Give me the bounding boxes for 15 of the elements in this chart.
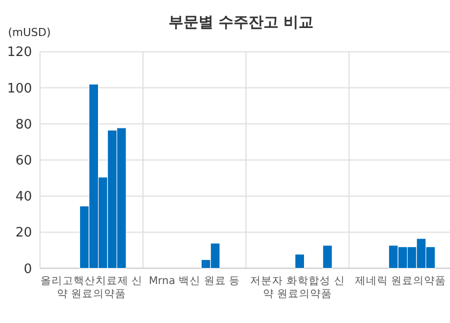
bar: [322, 245, 332, 269]
x-tick-label: Mrna 백신 원료 등: [148, 275, 242, 288]
y-tick-label: 60: [15, 154, 32, 168]
x-tick-label: 제네릭 원료의약품: [354, 275, 448, 288]
y-tick-label: 20: [15, 226, 32, 241]
x-tick-label: 저분자 화학합성 신약 원료의약품: [249, 275, 346, 302]
y-axis-title: (mUSD): [8, 26, 51, 39]
y-tick-label: 120: [7, 45, 32, 60]
y-tick-label: 80: [15, 117, 32, 132]
y-tick-label: 100: [7, 81, 32, 96]
chart-title: 부문별 수주잔고 비교: [168, 13, 314, 31]
y-tick-label: 0: [24, 262, 32, 277]
x-tick-label: 올리고핵산치료제 신약 원료의약품: [40, 275, 143, 302]
y-tick-label: 40: [15, 190, 32, 205]
bar: [294, 254, 305, 269]
